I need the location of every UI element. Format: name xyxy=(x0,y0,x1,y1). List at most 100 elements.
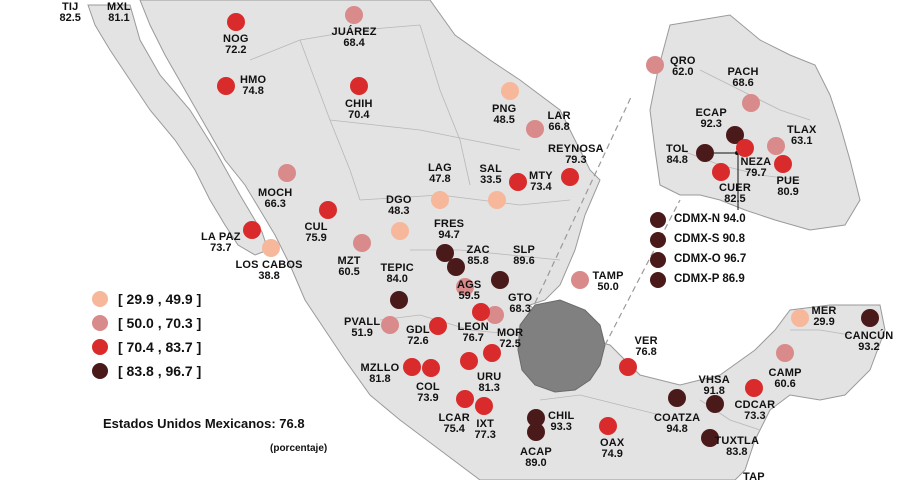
city-label-vhsa: VHSA 91.8 xyxy=(699,375,730,397)
city-marker-chih xyxy=(350,77,368,95)
city-label-tij: TIJ 82.5 xyxy=(60,2,81,24)
city-marker-dgo xyxy=(391,222,409,240)
city-marker-loscabos xyxy=(262,239,280,257)
city-name: MOR xyxy=(497,327,524,339)
city-marker-moch xyxy=(278,164,296,182)
city-marker-mzllo xyxy=(403,358,421,376)
city-name: VER xyxy=(634,335,658,347)
legend-label-3: [ 70.4 , 83.7 ] xyxy=(118,339,202,355)
city-marker-tuxtla xyxy=(701,429,719,447)
city-marker-slp xyxy=(491,271,509,289)
city-marker-gdl xyxy=(429,317,447,335)
city-label-ags: AGS 59.5 xyxy=(457,280,481,302)
city-label-mor: MOR 72.5 xyxy=(497,328,523,350)
city-marker-tamp xyxy=(571,271,589,289)
city-value: 73.9 xyxy=(417,392,439,404)
city-label-lcar: LCAR 75.4 xyxy=(439,413,470,435)
city-label-fres: FRES 94.7 xyxy=(434,219,464,241)
city-name: COL xyxy=(416,381,440,393)
city-marker-lag xyxy=(431,191,449,209)
city-marker-tepic xyxy=(390,291,408,309)
city-label-pue: PUE 80.9 xyxy=(777,176,800,198)
cdmx-label: CDMX-N 94.0 xyxy=(674,213,746,225)
city-value: 79.3 xyxy=(565,154,587,166)
city-name: OAX xyxy=(600,437,625,449)
city-label-tap: TAP xyxy=(743,472,765,483)
city-label-pach: PACH 68.6 xyxy=(728,67,759,89)
city-name: LEON xyxy=(457,321,489,333)
city-label-hmo: HMO 74.8 xyxy=(240,75,266,97)
city-value: 68.6 xyxy=(732,77,754,89)
cdmx-marker xyxy=(650,212,666,228)
city-label-lag: LAG 47.8 xyxy=(428,163,452,185)
city-marker-leon xyxy=(472,303,490,321)
city-value: 93.2 xyxy=(858,341,880,353)
city-name: PUE xyxy=(776,175,800,187)
city-label-tol: TOL 84.8 xyxy=(666,144,688,166)
city-label-reynosa: REYNOSA 79.3 xyxy=(548,144,604,166)
city-label-sal: SAL 33.5 xyxy=(480,164,503,186)
city-marker-cul xyxy=(319,201,337,219)
city-name: GTO xyxy=(508,292,533,304)
city-name: LCAR xyxy=(438,412,470,424)
city-marker-png xyxy=(501,82,519,100)
city-value: 48.5 xyxy=(493,114,515,126)
city-label-qro: QRO 62.0 xyxy=(670,56,696,78)
city-marker-chil xyxy=(527,409,545,427)
city-value: 80.9 xyxy=(777,186,799,198)
city-name: MZT xyxy=(337,255,361,267)
city-marker-nog xyxy=(227,13,245,31)
city-name: REYNOSA xyxy=(548,143,604,155)
city-marker-ixt xyxy=(475,397,493,415)
city-name: CDCAR xyxy=(734,399,776,411)
city-value: 81.8 xyxy=(369,373,391,385)
city-name: LOS CABOS xyxy=(235,259,303,271)
city-name: ECAP xyxy=(695,107,727,119)
city-name: PVALL xyxy=(344,316,381,328)
city-label-mzllo: MZLLO 81.8 xyxy=(361,363,400,385)
city-value: 72.6 xyxy=(407,335,429,347)
city-value: 66.3 xyxy=(264,198,286,210)
city-name: PNG xyxy=(492,103,517,115)
city-label-coatza: COATZA 94.8 xyxy=(654,413,700,435)
city-marker-fres xyxy=(436,244,454,262)
city-value: 66.8 xyxy=(548,121,570,133)
city-label-mxl: MXL 81.1 xyxy=(107,2,131,24)
legend-label-2: [ 50.0 , 70.3 ] xyxy=(118,315,202,331)
city-name: PACH xyxy=(727,66,759,78)
city-value: 60.6 xyxy=(774,378,796,390)
city-marker-tlax xyxy=(767,137,785,155)
city-value: 74.9 xyxy=(601,448,623,460)
city-label-nog: NOG 72.2 xyxy=(223,34,249,56)
city-label-uru: URU 81.3 xyxy=(477,372,501,394)
city-label-loscabos: LOS CABOS 38.8 xyxy=(236,260,303,282)
city-label-lar: LAR 66.8 xyxy=(548,111,571,133)
city-value: 76.8 xyxy=(635,346,657,358)
city-name: TEPIC xyxy=(380,262,414,274)
city-marker-ags xyxy=(456,278,474,296)
city-value: 38.8 xyxy=(258,270,280,282)
city-value: 51.9 xyxy=(351,327,373,339)
central-region-highlight xyxy=(517,299,606,393)
city-name: LA PAZ xyxy=(201,231,241,243)
city-marker-pach xyxy=(742,94,760,112)
city-value: 89.6 xyxy=(513,255,535,267)
city-name: LAG xyxy=(428,162,452,174)
city-label-juarez: JUÁREZ 68.4 xyxy=(332,27,377,49)
city-value: 81.3 xyxy=(478,382,500,394)
city-marker-lcar xyxy=(456,390,474,408)
city-name: NEZA xyxy=(740,156,772,168)
city-name: CHIL xyxy=(548,410,575,422)
city-label-tamp: TAMP 50.0 xyxy=(593,271,624,293)
city-value: 63.1 xyxy=(791,135,813,147)
city-marker-hmo xyxy=(217,77,235,95)
city-name: LAR xyxy=(547,110,571,122)
unit-note: (porcentaje) xyxy=(270,443,328,454)
city-value: 92.3 xyxy=(700,118,722,130)
city-name: JUÁREZ xyxy=(331,26,377,38)
city-name: CUL xyxy=(304,221,328,233)
cdmx-label: CDMX-O 96.7 xyxy=(674,253,747,265)
city-label-ecap: ECAP 92.3 xyxy=(696,108,727,130)
city-name: URU xyxy=(477,371,502,383)
